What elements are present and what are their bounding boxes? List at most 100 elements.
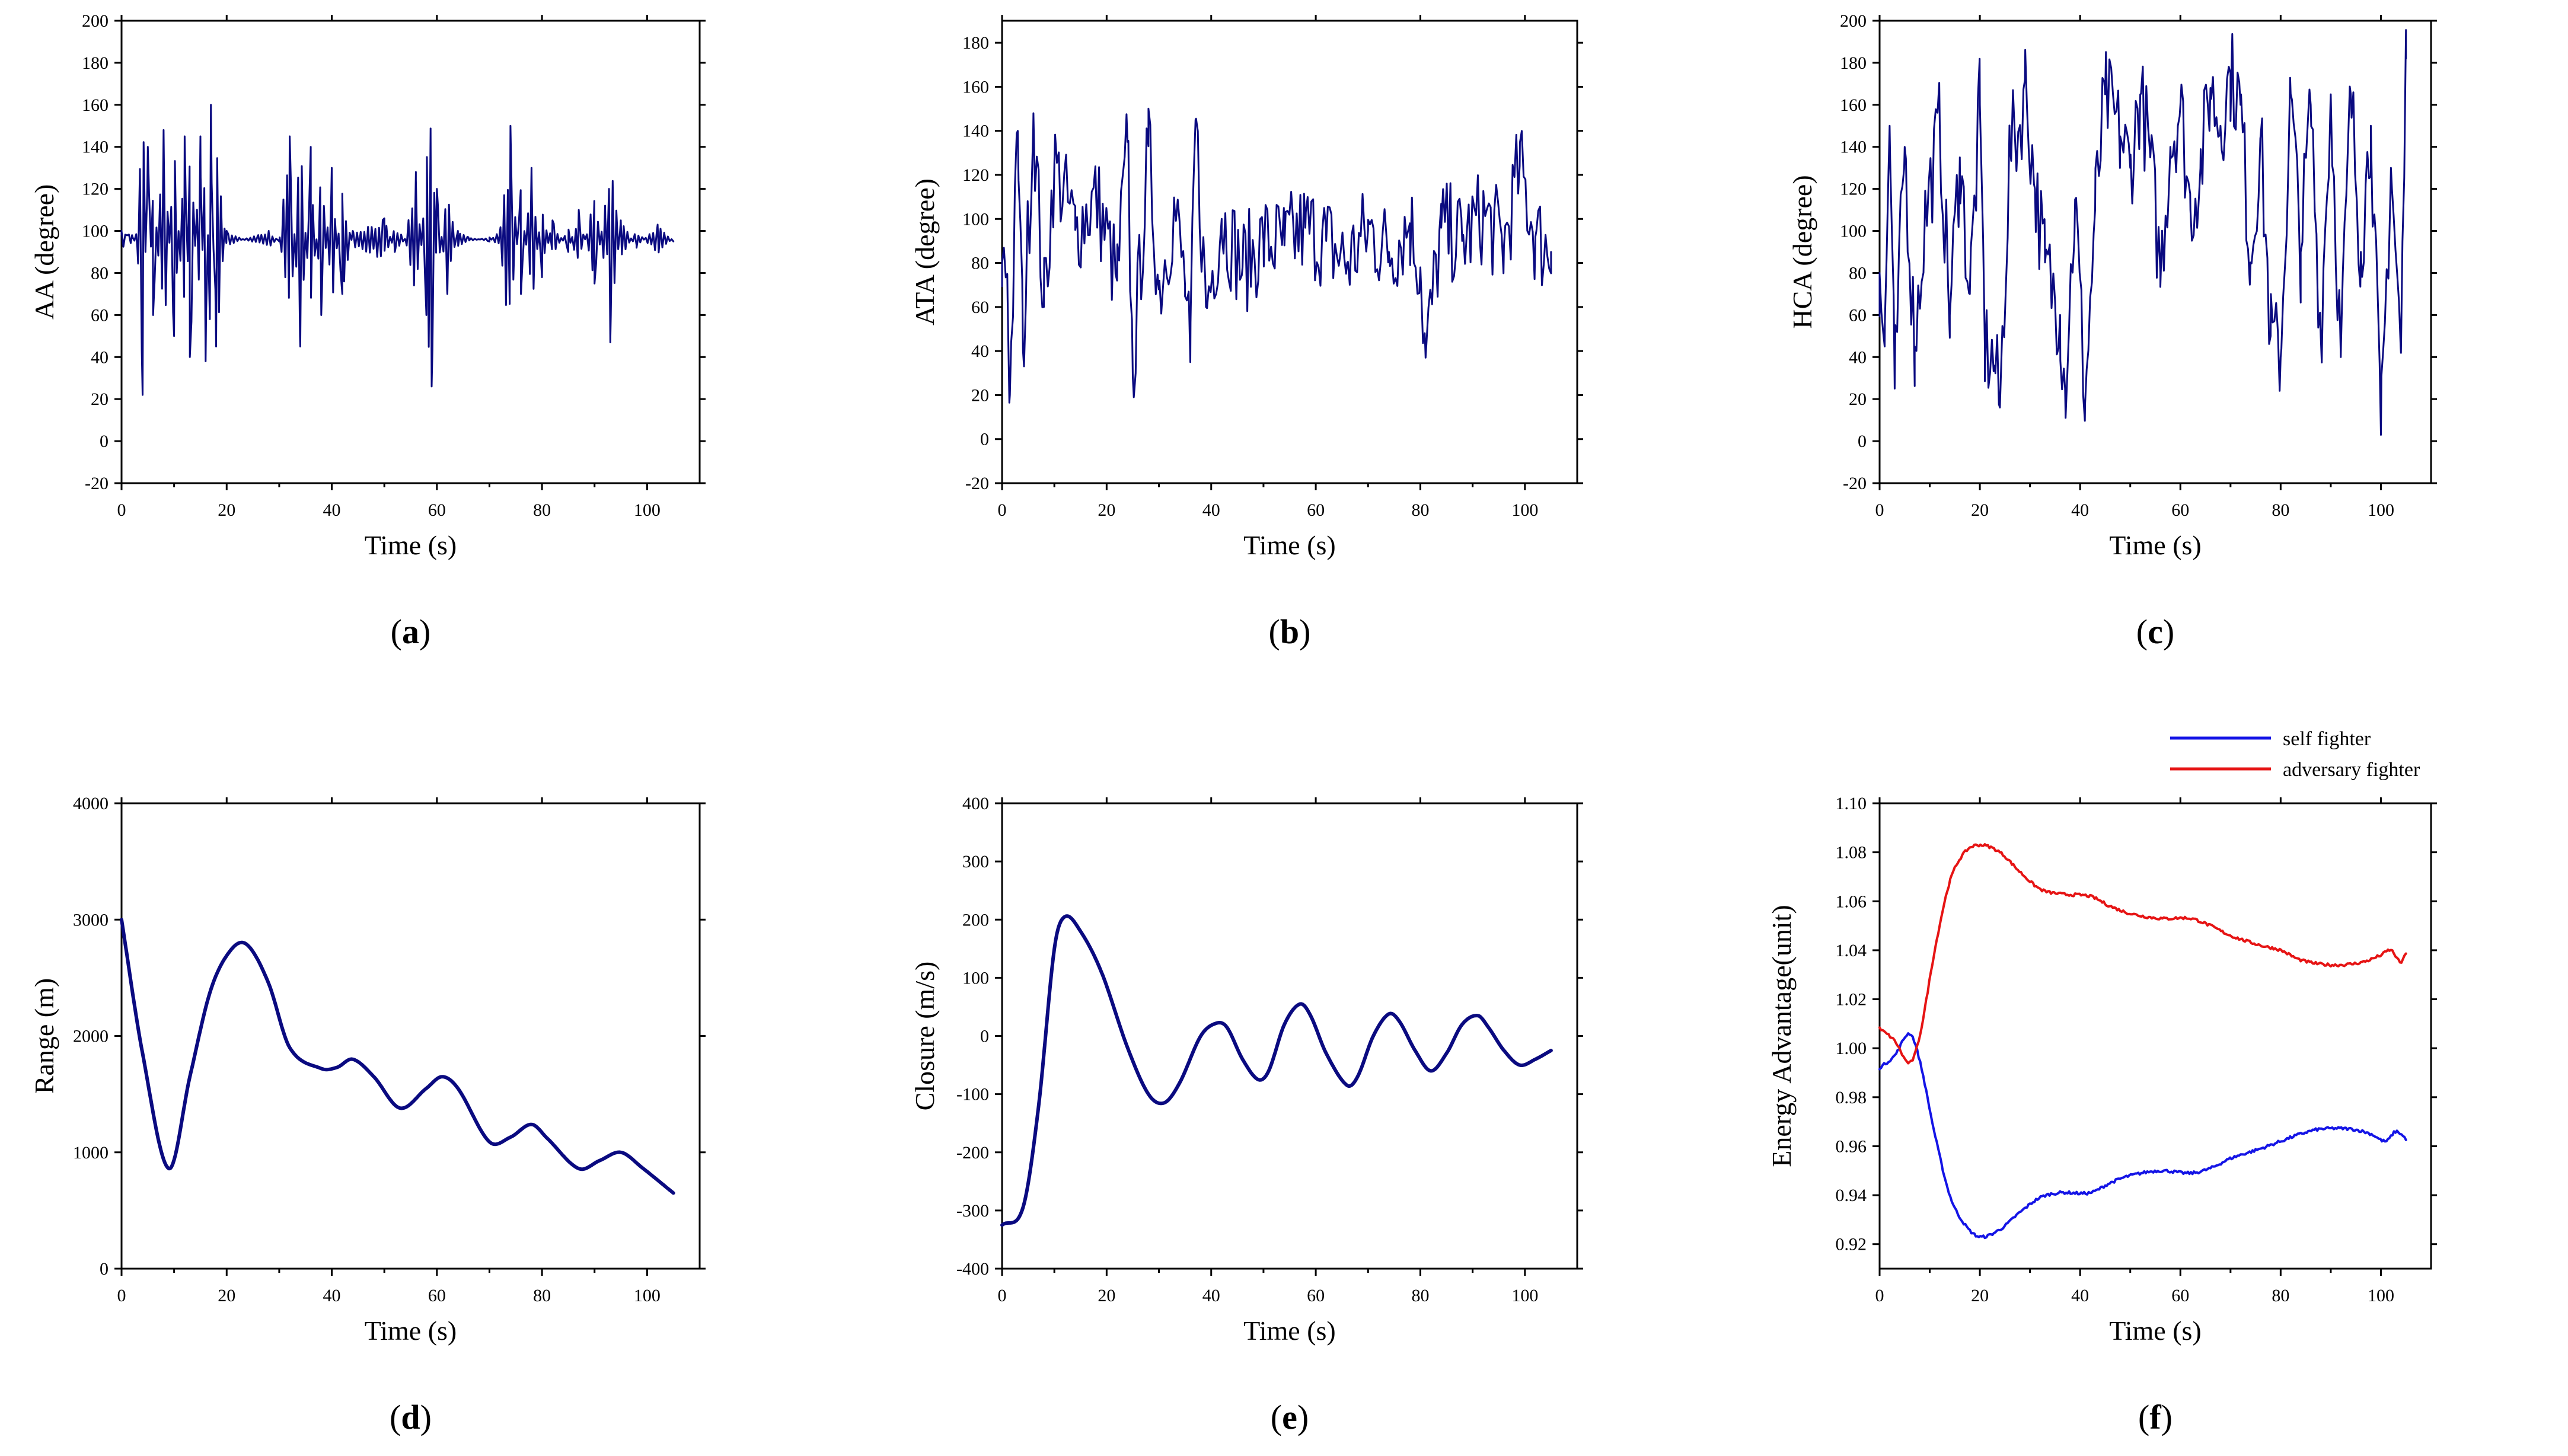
y-tick-label: 0.98 [1836, 1088, 1867, 1107]
panel-caption: (a) [391, 612, 431, 651]
chart-panel-c: 0 20 40 60 80 100 -20 0 20 40 60 80 100 120 140 160 180 2… [1787, 11, 2437, 651]
y-tick-label: 400 [962, 794, 989, 813]
y-tick-label: 100 [962, 968, 989, 988]
y-tick-label: -20 [1843, 474, 1867, 493]
x-tick-label: 20 [218, 500, 235, 520]
x-axis-title: Time (s) [1243, 530, 1336, 560]
x-tick-label: 100 [1511, 1286, 1538, 1305]
legend-label: self fighter [2283, 728, 2371, 750]
x-tick-label: 80 [533, 1286, 551, 1305]
x-tick-label: 60 [1307, 1286, 1325, 1305]
x-tick-label: 60 [428, 500, 446, 520]
x-tick-label: 20 [1971, 500, 1989, 520]
plot-frame [1878, 20, 2432, 484]
x-tick-label: 0 [998, 500, 1007, 520]
y-axis-title: Closure (m/s) [910, 962, 940, 1111]
series-line-ata [1001, 107, 1552, 404]
x-tick-label: 40 [1202, 1286, 1220, 1305]
y-tick-label: 0 [100, 432, 109, 451]
x-tick-label: 40 [2071, 1286, 2089, 1305]
chart-panel-f: 0 20 40 60 80 100 0.92 0.94 0.96 0.98 1.00 1.02 1.04… [1766, 728, 2437, 1436]
y-tick-label: 1.06 [1836, 892, 1867, 911]
x-tick-label: 60 [2171, 1286, 2189, 1305]
y-tick-label: 0 [1858, 432, 1867, 451]
y-tick-label: 1.04 [1836, 941, 1867, 960]
y-tick-label: 120 [1840, 180, 1867, 199]
y-tick-label: 20 [1849, 389, 1867, 409]
y-tick-label: 180 [962, 33, 989, 53]
y-tick-label: -200 [956, 1143, 989, 1163]
series-line-hca [1878, 29, 2407, 436]
y-tick-label: 40 [91, 347, 109, 367]
y-tick-label: 1.10 [1836, 794, 1867, 813]
y-tick-label: 60 [1849, 305, 1867, 325]
y-tick-label: 0.94 [1836, 1186, 1867, 1205]
y-tick-label: 200 [82, 11, 109, 31]
y-tick-label: -300 [956, 1201, 989, 1221]
y-tick-label: 200 [1840, 11, 1867, 31]
y-tick-label: -100 [956, 1085, 989, 1104]
chart-panel-b: 0 20 40 60 80 100 -20 0 20 40 60 80 100 120 140 160 180 T… [910, 15, 1583, 651]
x-tick-label: 80 [2272, 500, 2289, 520]
y-axis-title: Range (m) [29, 978, 59, 1094]
series-line-closure [1000, 914, 1553, 1227]
y-tick-label: 160 [1840, 95, 1867, 115]
x-tick-label: 40 [323, 1286, 341, 1305]
chart-panel-a: 0 20 40 60 80 100 -20 0 20 40 60 80 100 120 140 160 180 2… [29, 11, 706, 651]
x-axis-title: Time (s) [1243, 1315, 1336, 1346]
plot-frame [1878, 802, 2432, 1270]
series-line-range [120, 918, 675, 1195]
x-tick-label: 100 [2368, 1286, 2394, 1305]
y-tick-label: 80 [1849, 263, 1867, 283]
plot-frame [120, 20, 701, 484]
legend-label: adversary fighter [2283, 759, 2420, 781]
y-tick-label: 140 [82, 138, 109, 157]
y-tick-label: 140 [1840, 138, 1867, 157]
y-tick-label: -20 [85, 474, 109, 493]
x-tick-label: 0 [1875, 500, 1884, 520]
x-axis-title: Time (s) [2109, 530, 2202, 560]
y-tick-label: 200 [962, 910, 989, 930]
y-tick-label: 20 [91, 389, 109, 409]
x-axis-title: Time (s) [365, 530, 457, 560]
y-tick-label: -20 [965, 474, 989, 493]
x-tick-label: 20 [218, 1286, 235, 1305]
x-tick-label: 40 [2071, 500, 2089, 520]
y-tick-label: 100 [962, 209, 989, 229]
y-axis-title: HCA (degree) [1787, 175, 1817, 328]
panel-caption: (b) [1269, 612, 1311, 651]
x-tick-label: 40 [1202, 500, 1220, 520]
y-tick-label: 60 [91, 305, 109, 325]
y-tick-label: 120 [962, 165, 989, 185]
x-tick-label: 80 [1411, 500, 1429, 520]
plot-frame [120, 802, 701, 1270]
x-tick-label: 0 [1875, 1286, 1884, 1305]
x-tick-label: 0 [117, 1286, 126, 1305]
y-axis-title: ATA (degree) [910, 178, 940, 325]
panel-caption: (d) [390, 1398, 432, 1436]
x-axis-title: Time (s) [2109, 1315, 2202, 1346]
x-tick-label: 80 [533, 500, 551, 520]
x-tick-label: 20 [1098, 500, 1115, 520]
panel-caption: (c) [2136, 612, 2174, 651]
x-tick-label: 60 [428, 1286, 446, 1305]
y-tick-label: 4000 [73, 794, 109, 813]
plot-frame [1001, 802, 1578, 1270]
x-tick-label: 100 [2368, 500, 2394, 520]
y-tick-label: 100 [1840, 222, 1867, 241]
y-tick-label: 1000 [73, 1143, 109, 1163]
x-tick-label: 80 [2272, 1286, 2289, 1305]
y-tick-label: 160 [962, 77, 989, 97]
y-tick-label: 20 [971, 385, 989, 405]
y-tick-label: 60 [971, 298, 989, 317]
y-tick-label: -400 [956, 1259, 989, 1279]
y-tick-label: 2000 [73, 1027, 109, 1046]
y-tick-label: 0 [100, 1259, 109, 1279]
y-tick-label: 160 [82, 95, 109, 115]
plot-frame [1001, 20, 1578, 484]
y-tick-label: 0 [980, 430, 989, 449]
x-tick-label: 60 [1307, 500, 1325, 520]
y-tick-label: 1.08 [1836, 843, 1867, 863]
y-tick-label: 40 [971, 341, 989, 361]
x-tick-label: 20 [1971, 1286, 1989, 1305]
